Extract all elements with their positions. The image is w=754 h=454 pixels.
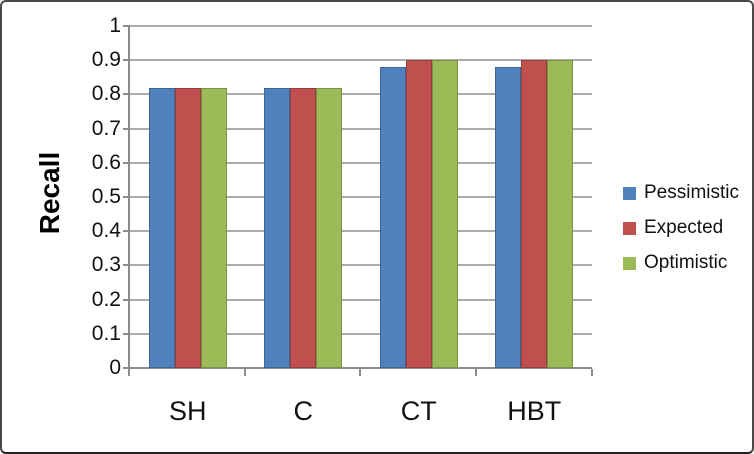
y-tick [123, 161, 130, 164]
category-label: HBT [507, 396, 562, 426]
x-tick [474, 369, 477, 376]
gridline [130, 161, 592, 164]
bar-optimistic-hbt [547, 60, 574, 368]
x-axis-line [128, 367, 592, 369]
y-tick [123, 264, 130, 267]
y-tick-label: 0.3 [91, 253, 121, 277]
gridline [130, 298, 592, 301]
x-tick [359, 369, 361, 376]
category-label: C [293, 396, 314, 426]
category-label: CT [400, 396, 437, 426]
y-tick-label: 0.9 [91, 48, 121, 72]
bar-optimistic-ct [431, 60, 458, 368]
y-tick [123, 127, 130, 130]
bar-expected-hbt [521, 60, 548, 368]
legend-label: Pessimistic [644, 182, 740, 203]
bar-optimistic-c [316, 88, 343, 368]
bar-optimistic-sh [200, 88, 227, 368]
gridline [130, 127, 592, 130]
bar-expected-sh [174, 88, 201, 368]
y-tick [123, 25, 130, 27]
x-tick [128, 369, 130, 376]
legend: Pessimistic Expected Optimistic [623, 181, 739, 286]
y-tick [123, 93, 130, 96]
gridline [130, 59, 592, 62]
bar-pessimistic-ct [379, 67, 406, 368]
x-tick [243, 369, 246, 376]
y-tick-label: 0.7 [91, 116, 121, 140]
bar-pessimistic-hbt [495, 67, 522, 368]
category-label: SH [168, 396, 207, 426]
legend-label: Expected [644, 217, 724, 238]
y-tick [123, 367, 130, 369]
legend-item-optimistic: Optimistic [623, 251, 739, 275]
bar-pessimistic-sh [148, 88, 175, 368]
y-tick [123, 196, 130, 198]
legend-swatch-icon [623, 186, 636, 200]
bar-expected-c [290, 88, 317, 368]
bar-expected-ct [405, 60, 432, 368]
legend-swatch-icon [623, 221, 636, 235]
gridline [130, 230, 592, 233]
legend-item-expected: Expected [623, 216, 739, 240]
gridline [130, 93, 592, 96]
gridline [130, 196, 592, 198]
bar-pessimistic-c [264, 88, 291, 368]
y-tick-label: 0 [109, 356, 121, 379]
y-axis-title: Recall [34, 151, 65, 235]
y-axis-line [128, 26, 130, 370]
y-tick-label: 0.5 [91, 185, 121, 208]
y-tick-label: 1 [109, 14, 121, 37]
legend-label: Optimistic [644, 252, 728, 273]
y-tick-label: 0.4 [91, 219, 121, 243]
y-tick [123, 332, 130, 335]
x-tick [591, 369, 593, 376]
legend-swatch-icon [623, 256, 636, 270]
y-tick [123, 230, 130, 233]
y-tick-label: 0.1 [91, 321, 121, 345]
gridline [130, 25, 592, 27]
y-tick-label: 0.6 [91, 150, 121, 174]
legend-item-pessimistic: Pessimistic [623, 181, 739, 205]
y-tick [123, 298, 130, 301]
gridline [130, 332, 592, 335]
y-tick-label: 0.2 [91, 287, 121, 311]
gridline [130, 264, 592, 267]
y-tick-label: 0.8 [91, 82, 121, 106]
y-tick [123, 59, 130, 62]
